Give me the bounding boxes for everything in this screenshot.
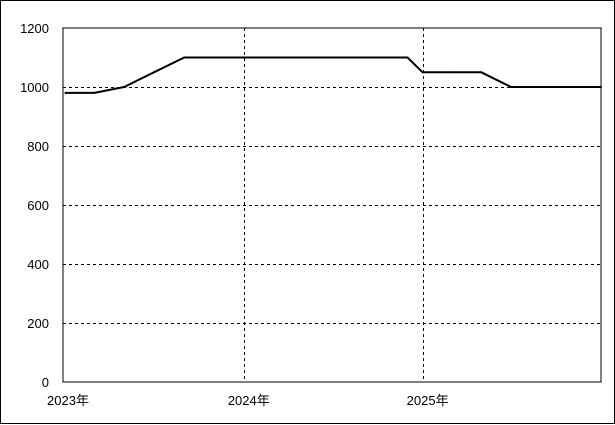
x-axis-tick-labels: 2023年 2024年 2025年 xyxy=(47,393,449,408)
x-tick-label: 2023年 xyxy=(47,393,89,408)
data-point xyxy=(152,71,155,74)
y-tick-label: 800 xyxy=(27,139,49,154)
data-point xyxy=(242,56,245,59)
y-tick-label: 1000 xyxy=(20,80,49,95)
y-tick-label: 600 xyxy=(27,198,49,213)
plot-area xyxy=(62,27,602,383)
data-point xyxy=(421,71,424,74)
y-tick-label: 1200 xyxy=(20,21,49,36)
data-point xyxy=(391,56,394,59)
y-tick-label: 200 xyxy=(27,316,49,331)
data-point xyxy=(600,86,602,88)
y-axis-tick-labels: 0 200 400 600 800 1000 1200 xyxy=(20,21,49,390)
data-point xyxy=(540,86,543,88)
data-point xyxy=(183,56,186,59)
data-point xyxy=(272,56,275,59)
data-point xyxy=(406,56,409,59)
x-tick-label: 2024年 xyxy=(228,393,270,408)
data-point xyxy=(213,56,215,59)
data-point xyxy=(480,71,483,74)
data-point xyxy=(123,86,126,88)
data-point xyxy=(64,91,67,94)
data-point xyxy=(301,56,304,59)
y-tick-label: 0 xyxy=(42,375,49,390)
series-layer xyxy=(64,56,602,94)
data-point xyxy=(331,56,334,59)
data-point xyxy=(510,86,513,88)
x-tick-label: 2025年 xyxy=(407,393,449,408)
data-point xyxy=(450,71,453,74)
grid-lines xyxy=(63,28,601,382)
data-point xyxy=(570,86,573,88)
data-point xyxy=(362,56,364,59)
y-tick-label: 400 xyxy=(27,257,49,272)
series-line xyxy=(65,56,601,94)
data-point xyxy=(93,91,96,94)
